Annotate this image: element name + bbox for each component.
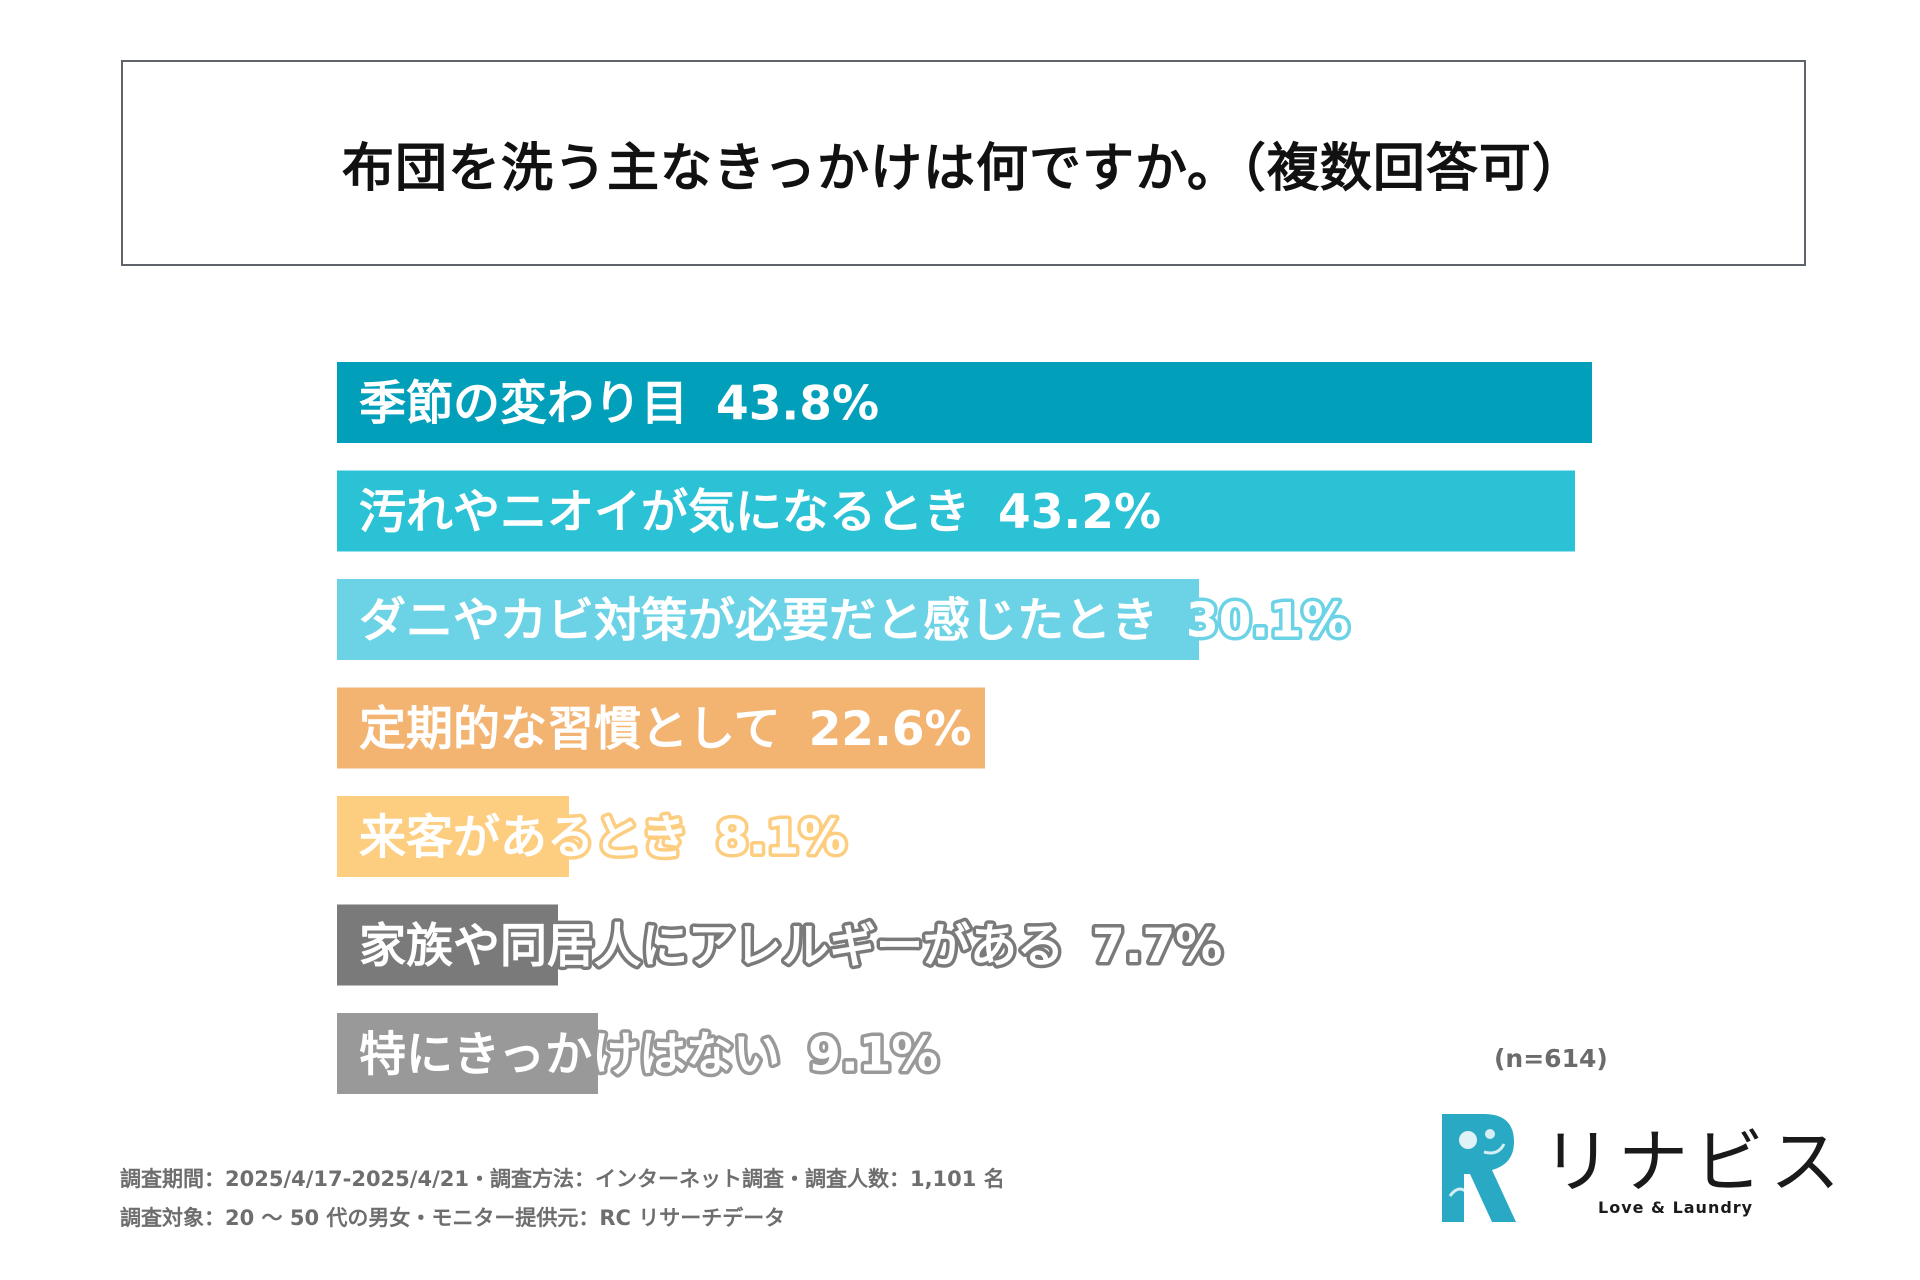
- bar-7: [337, 1013, 598, 1094]
- value-label-7: 9.1%: [808, 1028, 938, 1083]
- survey-note-period: 調査期間：2025/4/17-2025/4/21・調査方法：インターネット調査・…: [120, 1167, 1005, 1191]
- bar-label-5: 来客があるとき 8.1%: [359, 811, 846, 866]
- brand-tagline: Love & Laundry: [1598, 1198, 1754, 1217]
- logo-mark-icon: [1442, 1114, 1516, 1222]
- value-label-3: 30.1%: [1186, 594, 1349, 649]
- survey-notes: 調査期間：2025/4/17-2025/4/21・調査方法：インターネット調査・…: [120, 1160, 1005, 1238]
- bar-label-7: 特にきっかけはない 9.1%: [359, 1028, 938, 1083]
- category-label-5: 来客があるとき: [359, 811, 688, 866]
- category-label-2: 汚れやニオイが気になるとき: [359, 485, 970, 540]
- chart-title: 布団を洗う主なきっかけは何ですか。（複数回答可）: [342, 138, 1585, 199]
- value-label-6: 7.7%: [1092, 919, 1222, 974]
- brand-logo: リナビス Love & Laundry: [1440, 1112, 1840, 1228]
- bar-label-3: ダニやカビ対策が必要だと感じたとき 30.1%: [359, 594, 1349, 649]
- category-label-3: ダニやカビ対策が必要だと感じたとき: [359, 594, 1158, 649]
- survey-note-target: 調査対象：20 〜 50 代の男女・モニター提供元：RC リサーチデータ: [120, 1206, 786, 1230]
- brand-name: リナビス: [1542, 1121, 1846, 1203]
- category-label-1: 季節の変わり目: [359, 377, 688, 432]
- bar-1: [337, 362, 1592, 443]
- value-label-1: 43.8%: [716, 377, 879, 432]
- bar-3: [337, 579, 1199, 660]
- category-label-7: 特にきっかけはない: [359, 1028, 780, 1083]
- bar-label-6: 家族や同居人にアレルギーがある 7.7%: [359, 919, 1222, 974]
- value-label-2: 43.2%: [998, 485, 1161, 540]
- value-label-4: 22.6%: [809, 702, 972, 757]
- sample-size-note: (n=614): [1494, 1044, 1608, 1073]
- title-box: 布団を洗う主なきっかけは何ですか。（複数回答可）: [121, 60, 1806, 266]
- bar-label-4: 定期的な習慣として 22.6%: [359, 702, 972, 757]
- bar-5: [337, 796, 569, 877]
- bar-4: [337, 687, 985, 769]
- category-label-6: 家族や同居人にアレルギーがある: [359, 919, 1064, 974]
- bar-label-2: 汚れやニオイが気になるとき 43.2%: [359, 485, 1161, 540]
- bar-2: [337, 470, 1575, 552]
- bar-6: [337, 904, 558, 986]
- category-label-4: 定期的な習慣として: [359, 702, 781, 757]
- bar-label-1: 季節の変わり目 43.8%: [359, 377, 879, 432]
- value-label-5: 8.1%: [716, 811, 846, 866]
